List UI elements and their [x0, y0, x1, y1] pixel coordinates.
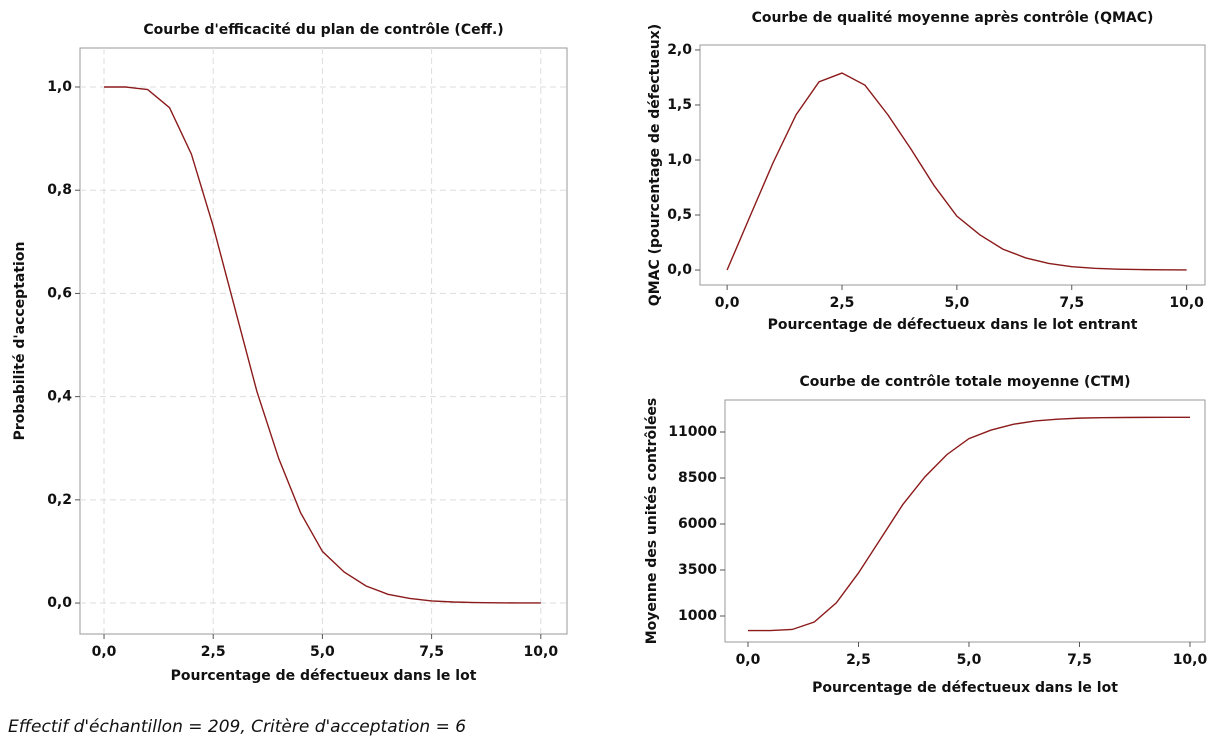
x-tick-label: 2,5 [201, 644, 226, 660]
footnote: Effectif d'échantillon = 209, Critère d'… [8, 717, 466, 737]
y-tick-label: 0,0 [667, 262, 692, 278]
x-tick-label: 2,5 [830, 295, 855, 311]
x-tick-label: 2,5 [846, 652, 871, 668]
curve [726, 72, 1187, 271]
y-tick-label: 2,0 [667, 42, 692, 58]
y-tick-label: 1,0 [47, 79, 72, 95]
x-tick-label: 0,0 [92, 644, 117, 660]
plot-frame [79, 47, 568, 635]
x-tick-label: 10,0 [1169, 295, 1204, 311]
curve [747, 416, 1190, 632]
y-tick-label: 1,5 [667, 97, 692, 113]
x-tick-label: 0,0 [715, 295, 740, 311]
y-tick-label: 11000 [668, 424, 717, 440]
x-tick-label: 0,0 [736, 652, 761, 668]
y-axis-label: Moyenne des unités contrôlées [644, 398, 660, 645]
x-tick-label: 7,5 [1067, 652, 1092, 668]
chart-title: Courbe de contrôle totale moyenne (CTM) [799, 374, 1130, 390]
plot-frame [724, 399, 1206, 643]
y-tick-label: 0,6 [47, 285, 72, 301]
y-tick-label: 1000 [678, 608, 717, 624]
y-tick-label: 6000 [678, 516, 717, 532]
x-tick-label: 5,0 [944, 295, 969, 311]
x-axis-label: Pourcentage de défectueux dans le lot [812, 680, 1118, 696]
y-tick-label: 0,2 [47, 492, 72, 508]
y-tick-label: 0,5 [667, 207, 692, 223]
y-tick-label: 0,4 [47, 389, 72, 405]
x-tick-label: 10,0 [524, 644, 559, 660]
x-tick-label: 5,0 [310, 644, 335, 660]
y-tick-label: 8500 [678, 470, 717, 486]
y-axis-label: Probabilité d'acceptation [12, 242, 28, 441]
curve [104, 86, 541, 604]
chart-title: Courbe de qualité moyenne après contrôle… [752, 10, 1154, 26]
y-tick-label: 0,0 [47, 595, 72, 611]
x-tick-label: 10,0 [1173, 652, 1208, 668]
x-tick-label: 7,5 [1059, 295, 1084, 311]
x-tick-label: 7,5 [419, 644, 444, 660]
y-tick-label: 3500 [678, 562, 717, 578]
x-axis-label: Pourcentage de défectueux dans le lot [171, 668, 477, 684]
y-tick-label: 1,0 [667, 152, 692, 168]
plot-frame [699, 44, 1206, 286]
y-axis-label: QMAC (pourcentage de défectueux) [647, 24, 663, 306]
x-axis-label: Pourcentage de défectueux dans le lot en… [768, 317, 1138, 333]
y-tick-label: 0,8 [47, 182, 72, 198]
chart-title: Courbe d'efficacité du plan de contrôle … [143, 22, 503, 38]
x-tick-label: 5,0 [957, 652, 982, 668]
